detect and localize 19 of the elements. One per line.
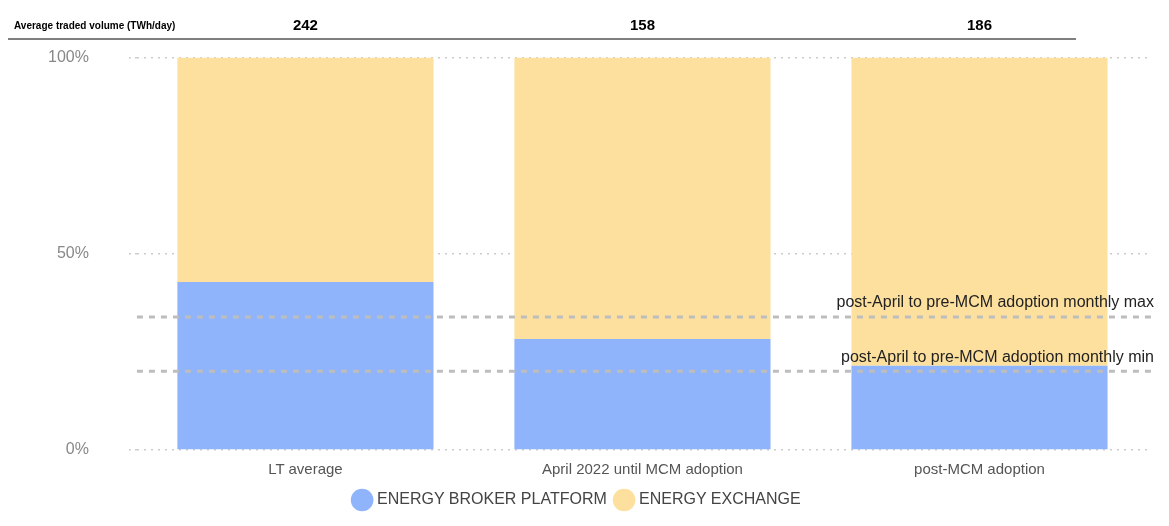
x-tick-label: post-MCM adoption — [914, 460, 1045, 478]
bar — [514, 338, 771, 450]
ref-line-label: post-April to pre-MCM adoption monthly max — [836, 293, 1154, 311]
y-tick-label: 50% — [56, 244, 89, 262]
text: Average traded volume (TWh/day) — [14, 19, 176, 31]
y-tick-label: 100% — [48, 48, 89, 66]
ref-line-label: post-April to pre-MCM adoption monthly min — [840, 347, 1154, 365]
bar — [514, 57, 771, 339]
bar — [177, 57, 434, 283]
text: 186 — [966, 16, 992, 34]
x-tick-label: April 2022 until MCM adoption — [541, 460, 743, 478]
legend-label: ENERGY EXCHANGE — [639, 490, 801, 508]
text: 242 — [292, 16, 318, 34]
text: 158 — [629, 16, 655, 34]
legend-label: ENERGY BROKER PLATFORM — [377, 490, 607, 508]
bar — [851, 365, 1108, 450]
bar — [177, 282, 434, 450]
y-tick-label: 0% — [65, 440, 89, 458]
x-tick-label: LT average — [268, 460, 343, 478]
